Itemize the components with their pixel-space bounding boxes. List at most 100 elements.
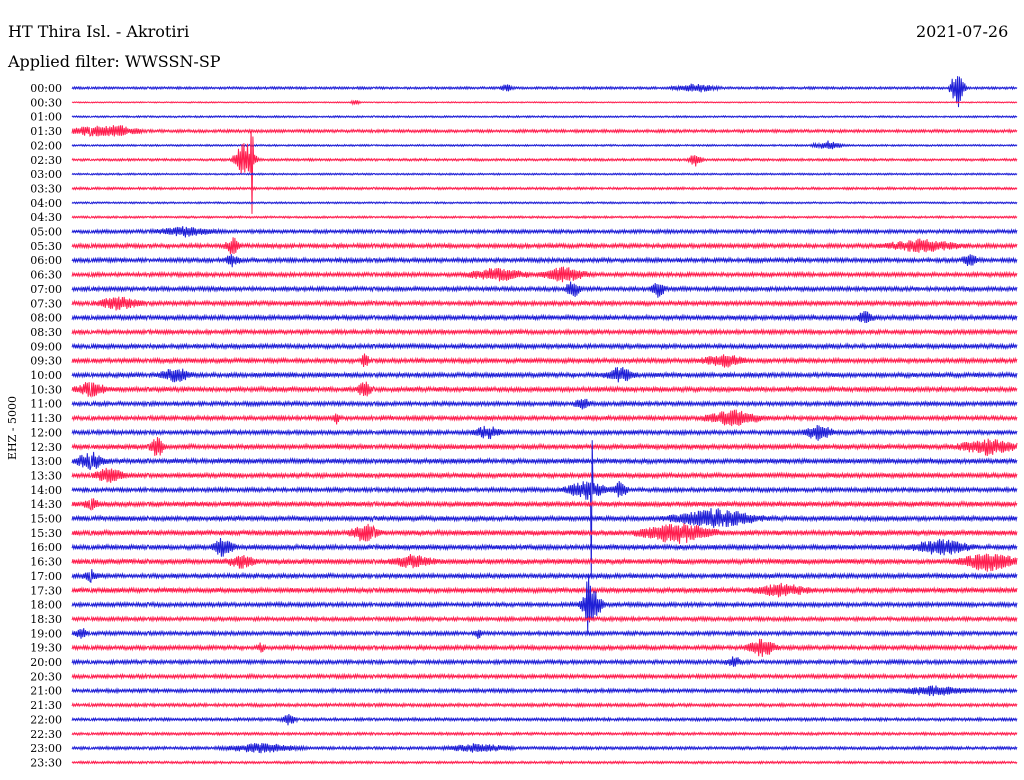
tick-label: 03:00: [30, 168, 62, 181]
trace-line: [71, 523, 1018, 544]
tick-label: 22:30: [30, 728, 62, 741]
trace-line: [71, 140, 1018, 150]
trace-line: [71, 266, 1018, 283]
trace-line: [71, 672, 1018, 681]
tick-label: 14:30: [30, 498, 62, 511]
trace-line: [71, 553, 1018, 572]
trace-line: [71, 440, 1018, 577]
trace-line: [71, 99, 1018, 106]
tick-label: 03:30: [30, 182, 62, 195]
tick-label: 02:30: [30, 154, 62, 167]
trace-line: [71, 311, 1018, 323]
trace-line: [71, 398, 1018, 410]
tick-label: 13:30: [30, 469, 62, 482]
trace-line: [71, 424, 1018, 441]
tick-label: 10:00: [30, 369, 62, 382]
trace-line: [71, 125, 1018, 137]
trace-line: [71, 638, 1018, 657]
trace-line: [71, 451, 1018, 471]
trace-line: [71, 185, 1018, 191]
trace-line: [71, 237, 1018, 255]
trace-line: [71, 508, 1018, 528]
trace-line: [71, 731, 1018, 737]
trace-line: [71, 129, 1018, 214]
tick-label: 07:00: [30, 283, 62, 296]
trace-line: [71, 701, 1018, 709]
tick-label: 15:30: [30, 527, 62, 540]
trace-line: [71, 367, 1018, 383]
trace-line: [71, 628, 1018, 639]
trace-line: [71, 656, 1018, 667]
trace-line: [71, 685, 1018, 697]
filter-label: Applied filter: WWSSN-SP: [8, 52, 221, 71]
tick-label: 15:00: [30, 513, 62, 526]
trace-line: [71, 436, 1018, 457]
tick-label: 20:00: [30, 656, 62, 669]
tick-label: 22:00: [30, 713, 62, 726]
trace-line: [71, 409, 1018, 427]
tick-label: 12:30: [30, 441, 62, 454]
tick-label: 02:00: [30, 139, 62, 152]
tick-label: 23:00: [30, 742, 62, 755]
date-label: 2021-07-26: [916, 22, 1009, 41]
tick-label: 06:00: [30, 254, 62, 267]
trace-line: [71, 342, 1018, 351]
station-title: HT Thira Isl. - Akrotiri: [8, 22, 190, 41]
tick-label: 19:30: [30, 642, 62, 655]
tick-label: 18:00: [30, 599, 62, 612]
trace-line: [71, 281, 1018, 298]
trace-line: [71, 328, 1018, 336]
trace-line: [71, 537, 1018, 557]
tick-label: 08:30: [30, 326, 62, 339]
tick-label: 13:00: [30, 455, 62, 468]
tick-label: 12:00: [30, 426, 62, 439]
tick-label: 09:30: [30, 355, 62, 368]
tick-label: 05:30: [30, 240, 62, 253]
tick-label: 14:00: [30, 484, 62, 497]
tick-label: 01:00: [30, 111, 62, 124]
trace-line: [71, 582, 1018, 598]
tick-label: 16:30: [30, 556, 62, 569]
trace-line: [71, 742, 1018, 754]
tick-label: 04:00: [30, 197, 62, 210]
trace-line: [71, 226, 1018, 238]
tick-label: 01:30: [30, 125, 62, 138]
tick-label: 11:30: [30, 412, 62, 425]
trace-line: [71, 381, 1018, 398]
tick-label: 16:00: [30, 541, 62, 554]
trace-line: [71, 353, 1018, 368]
trace-line: [71, 759, 1018, 765]
tick-label: 19:00: [30, 627, 62, 640]
tick-label: 08:00: [30, 312, 62, 325]
tick-label: 04:30: [30, 211, 62, 224]
trace-line: [71, 467, 1018, 483]
tick-label: 18:30: [30, 613, 62, 626]
trace-line: [71, 200, 1018, 205]
trace-line: [71, 714, 1018, 726]
tick-label: 00:00: [30, 82, 62, 95]
tick-label: 20:30: [30, 670, 62, 683]
trace-line: [71, 574, 1018, 633]
tick-label: 17:00: [30, 570, 62, 583]
trace-line: [71, 172, 1018, 176]
trace-line: [71, 569, 1018, 584]
tick-label: 09:00: [30, 340, 62, 353]
trace-line: [71, 498, 1018, 511]
trace-line: [71, 114, 1018, 119]
tick-label: 07:30: [30, 297, 62, 310]
tick-label: 10:30: [30, 383, 62, 396]
tick-label: 23:30: [30, 756, 62, 769]
tick-label: 17:30: [30, 584, 62, 597]
tick-label: 00:30: [30, 96, 62, 109]
tick-label: 21:00: [30, 685, 62, 698]
tick-label: 11:00: [30, 398, 62, 411]
trace-line: [71, 76, 1018, 108]
trace-line: [71, 215, 1018, 220]
trace-line: [71, 615, 1018, 623]
tick-label: 06:30: [30, 269, 62, 282]
tick-label: 21:30: [30, 699, 62, 712]
trace-line: [71, 254, 1018, 268]
tick-label: 05:00: [30, 226, 62, 239]
